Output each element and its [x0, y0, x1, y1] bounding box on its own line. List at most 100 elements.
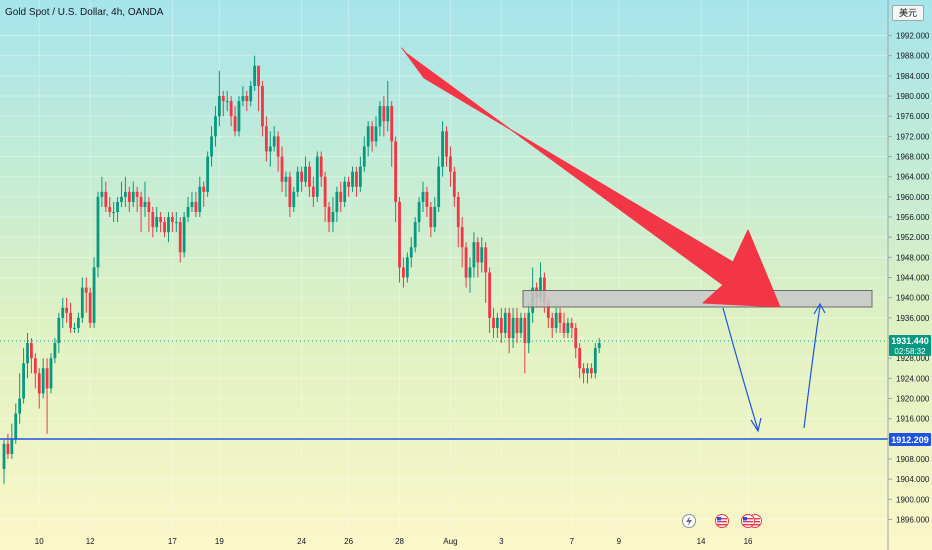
candle-body: [49, 358, 53, 389]
candle-body: [413, 222, 417, 248]
candle-body: [441, 131, 444, 167]
candle: [390, 101, 394, 167]
candle: [405, 252, 409, 283]
candle-body: [14, 413, 18, 439]
candle: [499, 307, 503, 344]
candle: [61, 297, 65, 328]
candle-body: [390, 106, 394, 142]
candle-body: [108, 206, 112, 212]
candle-body: [429, 206, 433, 228]
candle: [131, 181, 135, 207]
candle-body: [550, 317, 554, 328]
candle: [507, 307, 511, 354]
candle: [112, 201, 116, 223]
candle: [304, 156, 307, 187]
candle-body: [147, 201, 151, 212]
projection-up-arrowhead: [813, 302, 826, 315]
candle-body: [546, 302, 550, 318]
candle: [523, 312, 527, 374]
candle-body: [182, 217, 186, 253]
candle: [445, 126, 448, 167]
candle: [327, 201, 331, 233]
candle: [229, 96, 233, 127]
support-price-label: 1912.209: [891, 435, 929, 445]
candle-body: [116, 201, 119, 212]
candle: [65, 297, 69, 323]
candle: [597, 338, 601, 354]
candle-body: [163, 222, 166, 233]
candle: [276, 131, 280, 172]
time-tick-label: 26: [344, 537, 353, 546]
us-flag-icon[interactable]: [741, 514, 755, 528]
candle-body: [409, 247, 413, 258]
candle-body: [57, 317, 61, 344]
candle: [33, 353, 37, 389]
currency-button[interactable]: 美元: [892, 5, 924, 21]
candle-body: [319, 156, 323, 177]
candle-body: [468, 267, 472, 278]
price-axis[interactable]: 1896.0001900.0001904.0001908.0001912.000…: [887, 0, 931, 550]
us-flag-icon[interactable]: [715, 514, 729, 528]
candle: [194, 191, 198, 218]
candle-body: [272, 136, 276, 147]
candle-body: [61, 307, 65, 318]
candle-body: [417, 201, 421, 223]
candle-body: [214, 116, 217, 137]
candle: [296, 166, 300, 197]
candle-body: [194, 201, 198, 212]
candle-body: [237, 101, 241, 132]
candle: [456, 191, 460, 248]
candle: [480, 237, 484, 273]
candle: [53, 338, 57, 364]
lightning-icon[interactable]: [682, 514, 696, 528]
candle: [190, 191, 194, 212]
candle: [570, 317, 574, 339]
candle: [163, 217, 166, 238]
candle-body: [343, 181, 347, 202]
price-tick-label: 1984.000: [896, 72, 930, 81]
candle: [378, 101, 382, 137]
time-tick-label: Aug: [443, 537, 457, 546]
candle-body: [241, 96, 245, 102]
candle-body: [123, 191, 127, 197]
candle-body: [127, 191, 131, 202]
candle: [366, 121, 370, 157]
candle-body: [355, 171, 358, 187]
candle: [562, 312, 566, 339]
candle: [421, 181, 425, 212]
candle: [88, 287, 92, 328]
candle-body: [433, 206, 437, 228]
price-tick-label: 1940.000: [896, 294, 930, 303]
candle: [69, 302, 72, 333]
candle-body: [69, 312, 72, 328]
candle: [339, 181, 343, 212]
candle-body: [394, 141, 397, 202]
candle: [519, 312, 523, 339]
time-axis[interactable]: 10 12 17 19 24 26 28 Aug 3 7 9 14 16: [35, 537, 753, 546]
candle-body: [382, 106, 386, 122]
projection-down-path[interactable]: [722, 307, 759, 431]
candle: [159, 211, 163, 233]
symbol-title[interactable]: Gold Spot / U.S. Dollar, 4h, OANDA: [5, 7, 164, 18]
grid: [0, 0, 888, 534]
candle-body: [402, 267, 405, 278]
candle: [488, 267, 491, 333]
downtrend-arrow[interactable]: [401, 47, 781, 308]
candle: [315, 151, 319, 202]
resistance-zone[interactable]: [522, 290, 873, 308]
candle: [225, 91, 229, 112]
candle: [139, 191, 143, 233]
candle-body: [190, 201, 194, 207]
candle-body: [304, 166, 307, 182]
projection-up-path[interactable]: [803, 305, 821, 429]
candle: [73, 322, 76, 333]
candle: [80, 277, 84, 323]
candle: [77, 312, 80, 333]
candle: [268, 131, 272, 167]
candle: [398, 196, 401, 283]
candle: [245, 91, 249, 112]
candle-body: [217, 96, 221, 117]
candle-body: [280, 156, 284, 182]
candle-body: [174, 222, 178, 224]
